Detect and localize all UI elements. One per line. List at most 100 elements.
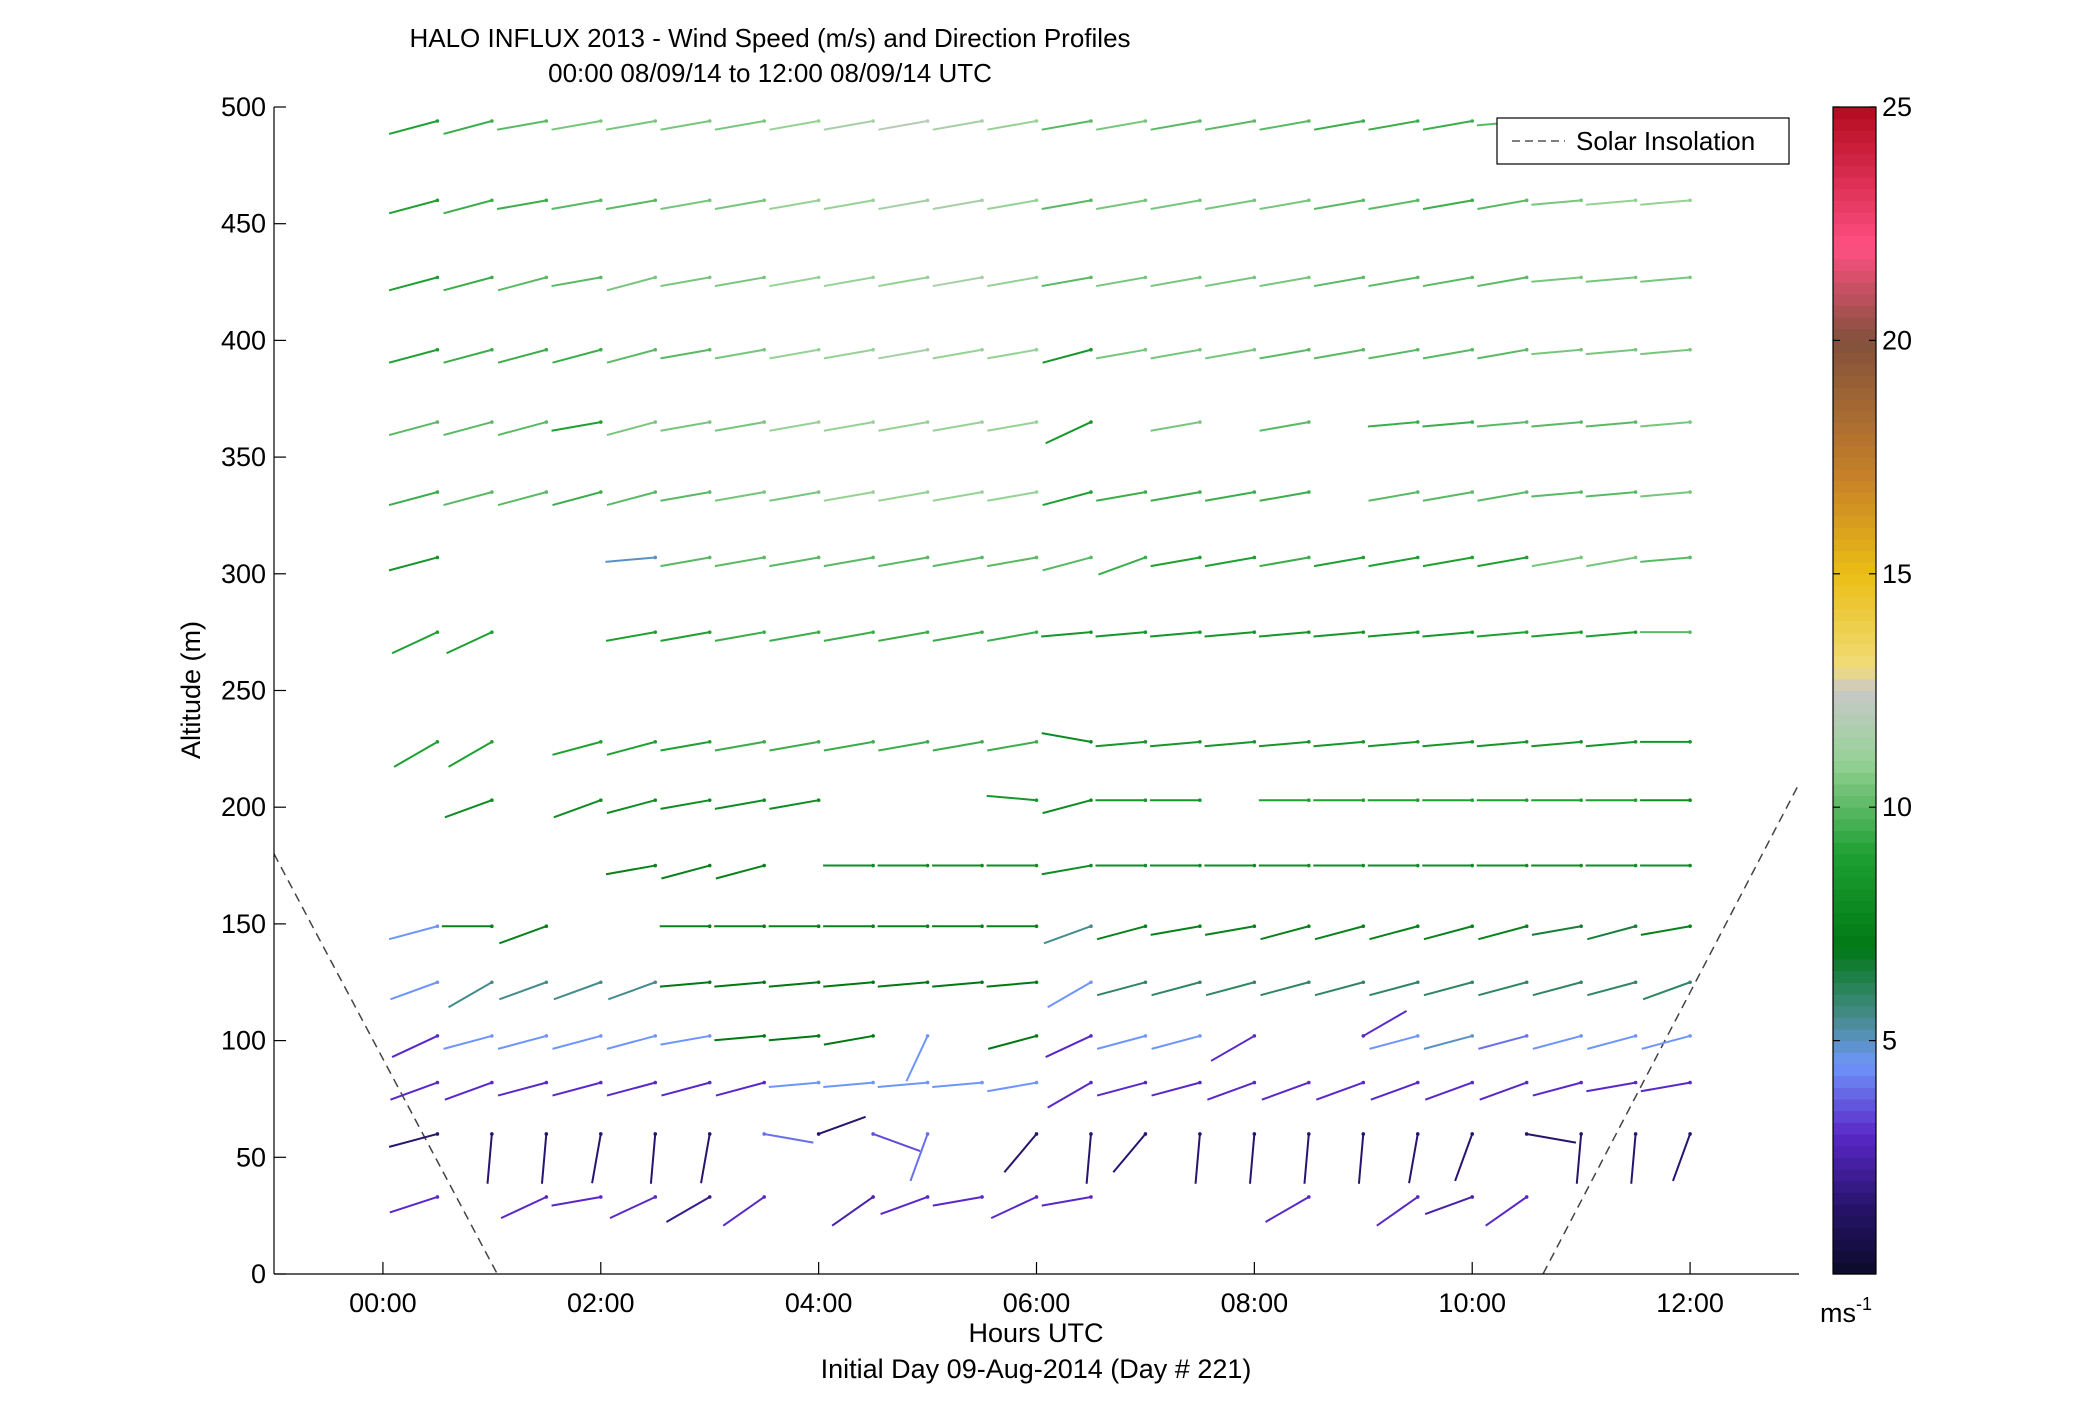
- wind-barb: [391, 631, 438, 655]
- wind-barb-head: [1252, 555, 1257, 560]
- wind-barb: [606, 799, 656, 815]
- wind-barb-head: [653, 1034, 658, 1038]
- colorbar-tick-label: 10: [1882, 792, 1912, 822]
- wind-barb-head: [435, 347, 440, 352]
- wind-barb: [1424, 1196, 1473, 1216]
- colorbar-segment: [1833, 725, 1876, 738]
- wind-barb-head: [490, 119, 494, 123]
- wind-barb-head: [925, 630, 930, 634]
- wind-barb: [551, 276, 601, 288]
- colorbar-segment: [1833, 130, 1876, 143]
- wind-barb: [1369, 981, 1419, 997]
- wind-barb-head: [490, 1034, 494, 1038]
- colorbar-segment: [1833, 1028, 1876, 1042]
- wind-barb: [714, 556, 765, 568]
- wind-barb: [1587, 925, 1636, 941]
- wind-barb: [1485, 1196, 1528, 1227]
- wind-barb: [606, 1081, 656, 1097]
- wind-barb: [1532, 1081, 1582, 1097]
- wind-barb-head: [707, 1132, 712, 1136]
- wind-barb: [878, 276, 928, 288]
- wind-barb-head: [871, 420, 875, 424]
- wind-barb-head: [1470, 275, 1475, 280]
- wind-barb: [877, 1081, 928, 1088]
- wind-barb: [986, 981, 1037, 988]
- wind-barb: [1640, 421, 1691, 428]
- wind-barb: [1047, 981, 1092, 1009]
- wind-barb: [990, 1196, 1037, 1220]
- wind-barb-head: [544, 1080, 549, 1085]
- colorbar-segment: [1833, 1040, 1876, 1053]
- colorbar-segment: [1833, 853, 1876, 867]
- wind-barb: [1204, 348, 1255, 360]
- wind-barb-head: [980, 740, 984, 744]
- wind-barb: [768, 1034, 819, 1042]
- wind-barb-head: [1524, 740, 1529, 744]
- wind-barb-head: [816, 1132, 821, 1136]
- wind-barb-head: [544, 1195, 549, 1199]
- wind-barb: [391, 1035, 438, 1058]
- wind-barb-head: [707, 630, 712, 634]
- wind-barb: [768, 1081, 819, 1088]
- plot-area: [274, 107, 1799, 1274]
- wind-barb: [660, 348, 710, 360]
- wind-barb-head: [1307, 630, 1311, 634]
- wind-barb: [448, 981, 493, 1009]
- colorbar-segment: [1833, 223, 1876, 236]
- wind-barb-head: [435, 980, 440, 985]
- wind-barb: [1204, 276, 1255, 288]
- y-tick-label: 150: [221, 909, 266, 939]
- wind-barb-head: [1143, 347, 1148, 352]
- wind-barb: [714, 491, 765, 502]
- wind-barb-head: [1198, 863, 1202, 868]
- wind-barb-head: [1688, 198, 1692, 203]
- wind-barb: [444, 799, 493, 819]
- colorbar-segment: [1833, 538, 1876, 552]
- wind-barb: [1265, 1196, 1310, 1223]
- wind-barb-head: [1198, 1132, 1202, 1136]
- wind-barb: [497, 348, 547, 364]
- y-tick-label: 350: [221, 442, 266, 472]
- wind-barb-head: [1307, 980, 1311, 985]
- wind-barb: [1585, 276, 1636, 283]
- wind-barb: [1586, 1081, 1636, 1093]
- wind-barb: [1315, 1081, 1364, 1101]
- wind-barb: [1313, 276, 1364, 288]
- colorbar-segment: [1833, 807, 1876, 820]
- wind-barb: [932, 276, 983, 288]
- wind-barb: [877, 981, 928, 988]
- wind-barb: [498, 981, 547, 1001]
- wind-barb-head: [1034, 863, 1039, 868]
- wind-barb-head: [1524, 490, 1529, 494]
- wind-barb-head: [762, 863, 766, 868]
- wind-barb-head: [1034, 275, 1039, 280]
- wind-barb: [1640, 556, 1691, 563]
- colorbar-segment: [1833, 503, 1876, 517]
- y-tick-label: 200: [221, 792, 266, 822]
- colorbar-segment: [1833, 1122, 1876, 1135]
- wind-barb: [388, 1132, 438, 1148]
- wind-barb-head: [1524, 347, 1529, 352]
- wind-barb-head: [1361, 275, 1366, 280]
- wind-barb-head: [980, 980, 984, 985]
- wind-barb-head: [1252, 980, 1257, 985]
- wind-barb-head: [1579, 1132, 1583, 1136]
- wind-barb: [872, 1133, 921, 1153]
- wind-barb: [714, 276, 765, 288]
- wind-barb-head: [707, 275, 712, 280]
- wind-barb: [714, 740, 765, 752]
- wind-barb-head: [435, 630, 440, 634]
- wind-barb-head: [762, 740, 766, 744]
- wind-barb: [388, 491, 438, 507]
- wind-barb-head: [1252, 924, 1257, 929]
- colorbar-segment: [1833, 1227, 1876, 1240]
- wind-barb: [1454, 1133, 1474, 1182]
- wind-barb-head: [1361, 555, 1366, 560]
- wind-barb: [1376, 1196, 1419, 1227]
- wind-barb: [987, 120, 1037, 131]
- wind-barb: [443, 276, 493, 292]
- wind-barb: [1041, 631, 1092, 638]
- wind-barb-head: [1089, 198, 1093, 203]
- wind-barb-head: [871, 198, 875, 203]
- colorbar-segment: [1833, 888, 1876, 902]
